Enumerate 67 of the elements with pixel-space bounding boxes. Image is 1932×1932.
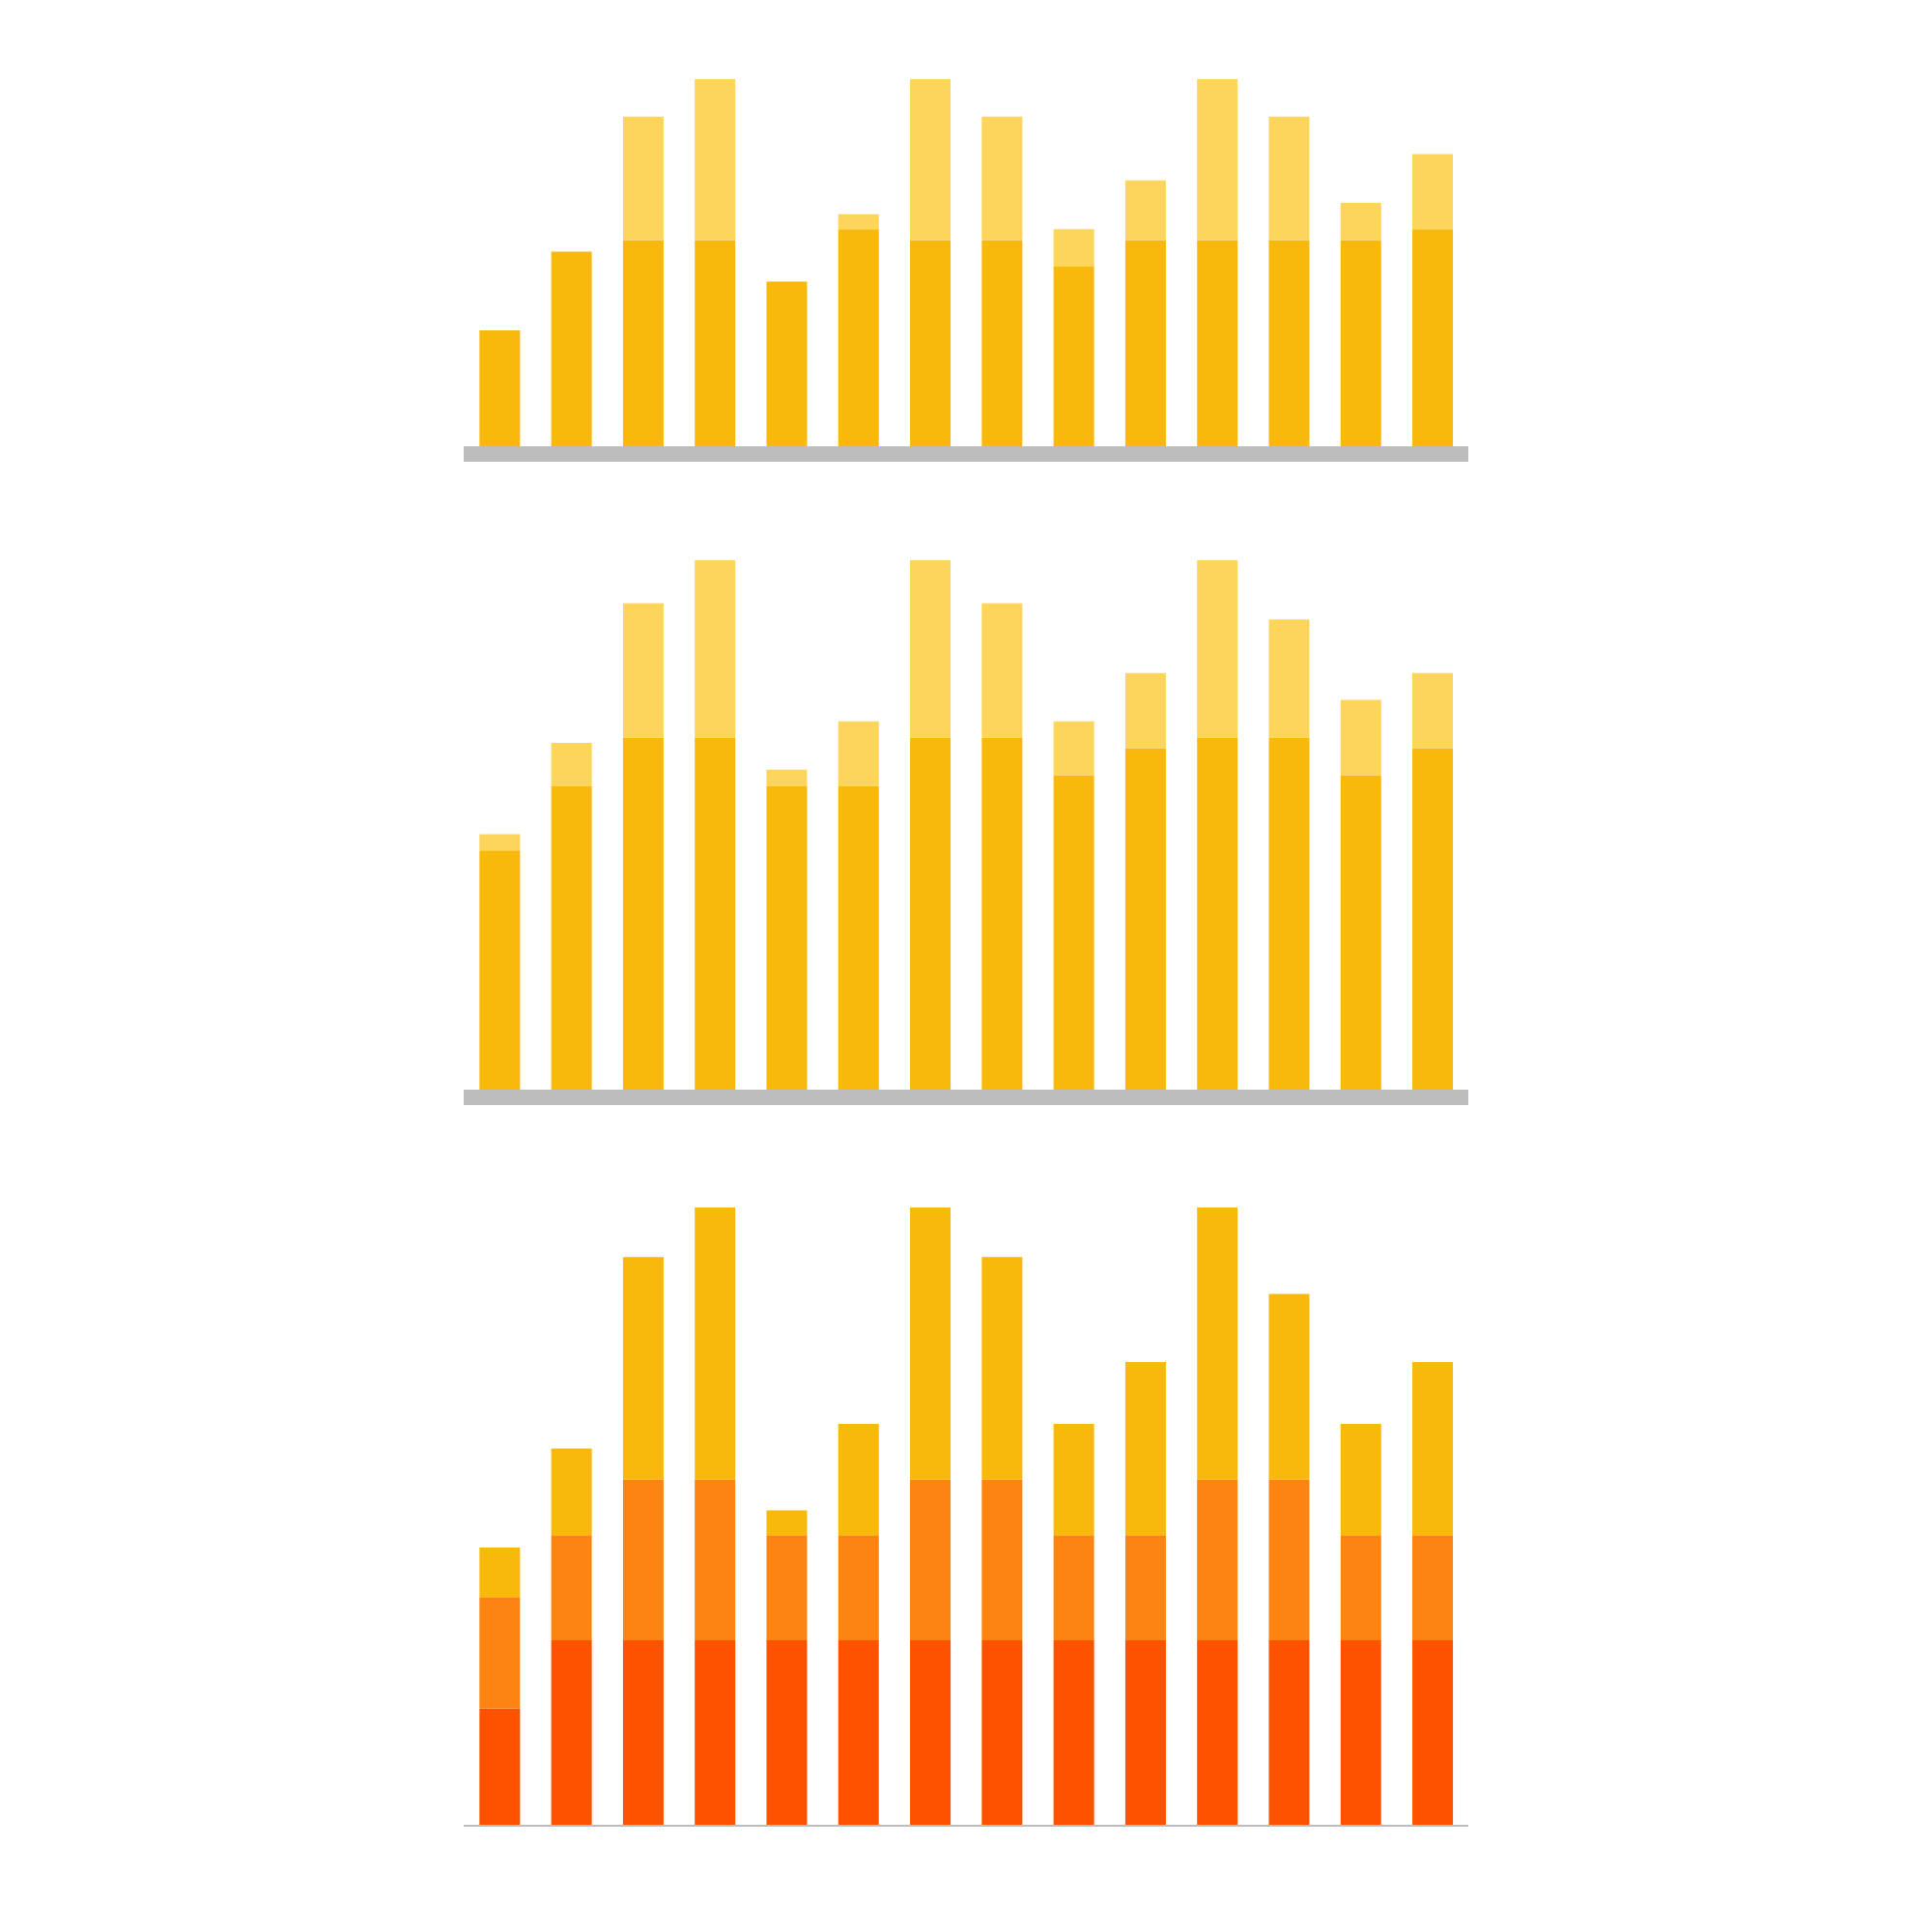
- bar: [981, 116, 1023, 241]
- bar: [1268, 116, 1310, 241]
- bar: [1197, 1208, 1238, 1480]
- bar: [551, 1640, 592, 1826]
- bar: [838, 1424, 879, 1536]
- bar: [981, 1640, 1023, 1826]
- bar: [1053, 1424, 1094, 1536]
- bar: [910, 1208, 952, 1480]
- bar: [1124, 180, 1166, 241]
- bar: [910, 560, 952, 738]
- bar: [1412, 154, 1454, 230]
- bar: [1053, 1640, 1094, 1826]
- bar: [838, 1535, 879, 1640]
- bar: [981, 1257, 1023, 1480]
- bar: [622, 1257, 664, 1480]
- bar: [981, 603, 1023, 738]
- bar: [1053, 1535, 1094, 1640]
- bar: [695, 1640, 736, 1826]
- bar: [1340, 203, 1381, 241]
- bar: [479, 834, 521, 851]
- bar: [479, 1708, 521, 1826]
- bar: [695, 79, 736, 241]
- bar: [551, 1535, 592, 1640]
- bar: [910, 1640, 952, 1826]
- bar: [1340, 1424, 1381, 1536]
- bar: [766, 1535, 808, 1640]
- bar: [1268, 1640, 1310, 1826]
- bar: [622, 1640, 664, 1826]
- bar: [1412, 1362, 1454, 1536]
- bar: [695, 1479, 736, 1640]
- bar: [838, 213, 879, 230]
- bar: [695, 1208, 736, 1480]
- bar: [1124, 1362, 1166, 1536]
- bar: [622, 116, 664, 241]
- bar: [1053, 229, 1094, 267]
- bar: [1197, 1479, 1238, 1640]
- bar: [551, 1448, 592, 1536]
- bar: [766, 1640, 808, 1826]
- bar: [981, 1479, 1023, 1640]
- bar: [1340, 1535, 1381, 1640]
- bar: [1124, 672, 1166, 749]
- bar: [1412, 1640, 1454, 1826]
- bar: [1197, 1640, 1238, 1826]
- bar: [1412, 1535, 1454, 1640]
- bar: [479, 1548, 521, 1598]
- bar: [910, 79, 952, 241]
- bar: [1268, 1479, 1310, 1640]
- bar: [622, 603, 664, 738]
- bar: [695, 560, 736, 738]
- bar: [1197, 560, 1238, 738]
- bar: [1412, 672, 1454, 749]
- bar: [1340, 699, 1381, 776]
- bar: [479, 1597, 521, 1709]
- bar: [766, 769, 808, 786]
- bar: [910, 1479, 952, 1640]
- bar: [766, 1510, 808, 1536]
- bar: [622, 1479, 664, 1640]
- bar: [1124, 1640, 1166, 1826]
- bar: [1340, 1640, 1381, 1826]
- bar: [1124, 1535, 1166, 1640]
- bar: [1197, 79, 1238, 241]
- bar: [1053, 721, 1094, 776]
- bar: [1268, 1293, 1310, 1480]
- bar: [838, 1640, 879, 1826]
- bar: [1268, 619, 1310, 738]
- bar: [838, 721, 879, 786]
- bar: [551, 743, 592, 786]
